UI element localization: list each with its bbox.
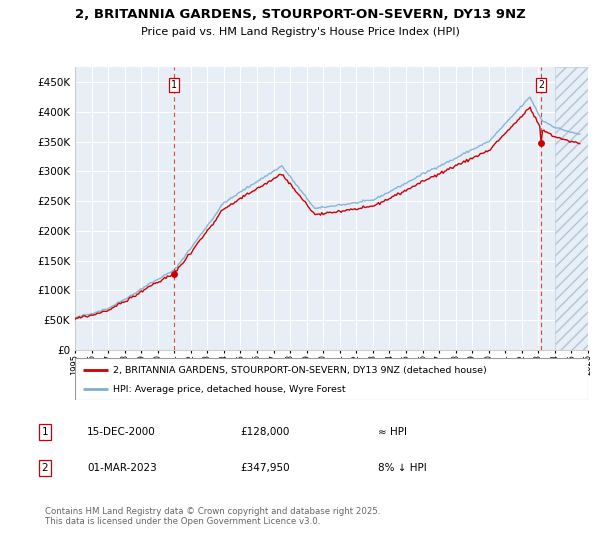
Text: 01-MAR-2023: 01-MAR-2023 — [87, 463, 157, 473]
Text: £128,000: £128,000 — [240, 427, 289, 437]
Text: 2: 2 — [538, 80, 544, 90]
Text: £347,950: £347,950 — [240, 463, 290, 473]
Text: ≈ HPI: ≈ HPI — [378, 427, 407, 437]
Text: Contains HM Land Registry data © Crown copyright and database right 2025.
This d: Contains HM Land Registry data © Crown c… — [45, 507, 380, 526]
Text: 1: 1 — [170, 80, 176, 90]
Text: Price paid vs. HM Land Registry's House Price Index (HPI): Price paid vs. HM Land Registry's House … — [140, 27, 460, 37]
Text: 15-DEC-2000: 15-DEC-2000 — [87, 427, 156, 437]
Text: HPI: Average price, detached house, Wyre Forest: HPI: Average price, detached house, Wyre… — [113, 385, 346, 394]
Text: 2, BRITANNIA GARDENS, STOURPORT-ON-SEVERN, DY13 9NZ (detached house): 2, BRITANNIA GARDENS, STOURPORT-ON-SEVER… — [113, 366, 487, 375]
Text: 2, BRITANNIA GARDENS, STOURPORT-ON-SEVERN, DY13 9NZ: 2, BRITANNIA GARDENS, STOURPORT-ON-SEVER… — [74, 8, 526, 21]
Text: 8% ↓ HPI: 8% ↓ HPI — [378, 463, 427, 473]
Text: 1: 1 — [41, 427, 49, 437]
Text: 2: 2 — [41, 463, 49, 473]
